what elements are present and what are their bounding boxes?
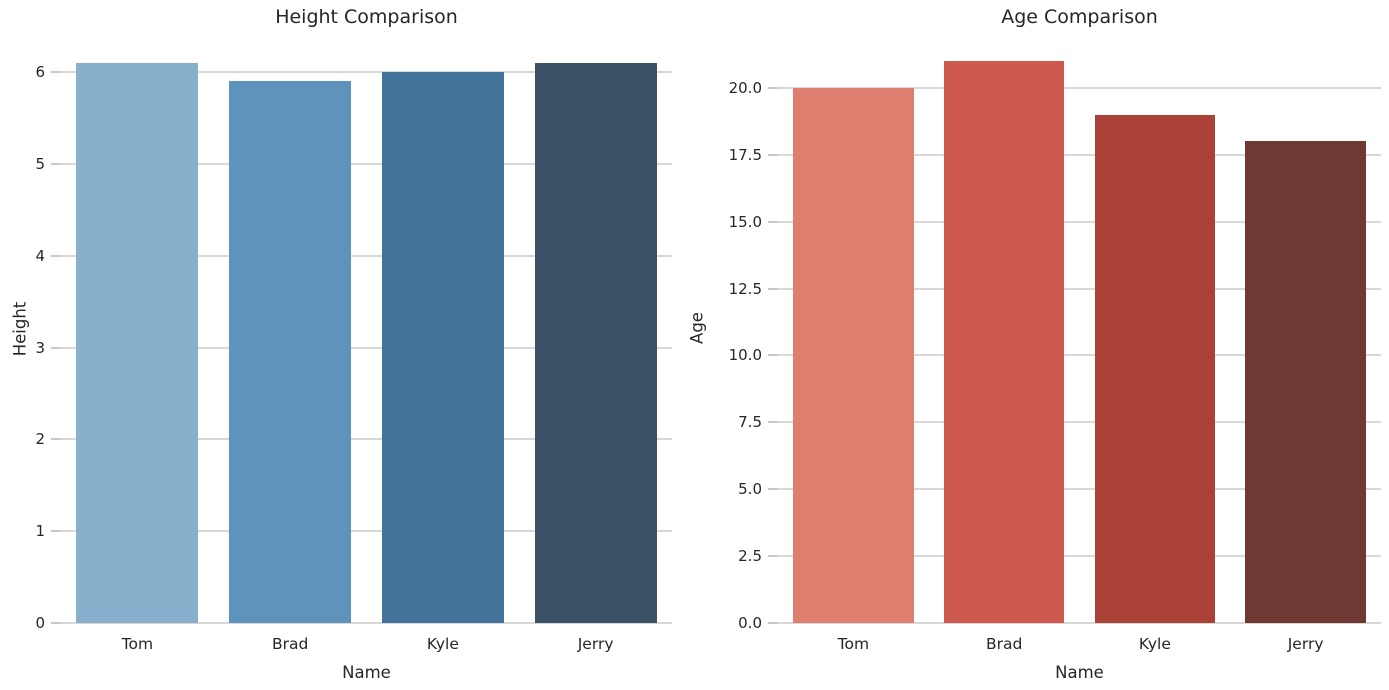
xtick-label-brad: Brad xyxy=(271,635,309,653)
bar-brad-height xyxy=(229,81,352,623)
gridline-y-12.5 xyxy=(778,287,1381,290)
ytick-label-5.0: 5.0 xyxy=(738,480,762,499)
ytick-label-1: 1 xyxy=(35,522,45,541)
ytick-label-10.0: 10.0 xyxy=(728,346,762,365)
gridline-y-5.0 xyxy=(778,488,1381,491)
ytick-mark-5.0 xyxy=(768,488,778,491)
x-axis-label: Name xyxy=(1055,663,1104,682)
bar-tom-height xyxy=(76,63,199,623)
ytick-label-0.0: 0.0 xyxy=(738,614,762,632)
ytick-label-20.0: 20.0 xyxy=(728,78,762,97)
xtick-label-kyle: Kyle xyxy=(1138,635,1171,653)
ytick-mark-0 xyxy=(51,622,61,624)
gridline-y-3 xyxy=(61,346,672,349)
ytick-mark-17.5 xyxy=(768,153,778,156)
xtick-label-tom: Tom xyxy=(837,635,870,653)
ytick-label-4: 4 xyxy=(35,246,45,265)
ytick-label-2.5: 2.5 xyxy=(738,547,762,566)
gridline-y-0.0 xyxy=(778,622,1381,624)
xtick-label-jerry: Jerry xyxy=(577,635,614,653)
ytick-mark-7.5 xyxy=(768,421,778,424)
bar-brad-age xyxy=(943,61,1065,623)
ytick-label-5: 5 xyxy=(35,154,45,173)
xtick-label-jerry: Jerry xyxy=(1287,635,1324,653)
ytick-mark-12.5 xyxy=(768,287,778,290)
ytick-mark-1 xyxy=(51,530,61,533)
chart-title: Age Comparison xyxy=(1001,6,1158,28)
ytick-label-17.5: 17.5 xyxy=(728,145,762,164)
xtick-label-tom: Tom xyxy=(121,635,154,653)
ytick-label-2: 2 xyxy=(35,430,45,449)
bar-kyle-age xyxy=(1094,114,1216,623)
xtick-label-brad: Brad xyxy=(985,635,1023,653)
ytick-mark-6 xyxy=(51,71,61,74)
bar-jerry-age xyxy=(1245,141,1366,623)
ytick-label-0: 0 xyxy=(35,614,45,632)
gridline-y-0 xyxy=(61,622,672,624)
gridline-y-15.0 xyxy=(778,220,1381,223)
ytick-label-7.5: 7.5 xyxy=(738,413,762,432)
gridline-y-4 xyxy=(61,254,672,257)
ytick-mark-2.5 xyxy=(768,555,778,558)
ytick-mark-20.0 xyxy=(768,86,778,89)
bar-tom-age xyxy=(793,87,914,623)
bar-jerry-height xyxy=(534,63,657,623)
ytick-mark-5 xyxy=(51,162,61,165)
gridline-y-2.5 xyxy=(778,555,1381,558)
gridline-y-17.5 xyxy=(778,153,1381,156)
gridline-y-10.0 xyxy=(778,354,1381,357)
ytick-label-6: 6 xyxy=(35,63,45,82)
ytick-mark-15.0 xyxy=(768,220,778,223)
y-axis-label: Age xyxy=(687,312,707,344)
xtick-label-kyle: Kyle xyxy=(426,635,459,653)
bar-kyle-height xyxy=(381,72,504,623)
gridline-y-2 xyxy=(61,438,672,441)
ytick-mark-2 xyxy=(51,438,61,441)
ytick-label-12.5: 12.5 xyxy=(728,279,762,298)
chart-title: Height Comparison xyxy=(275,6,458,28)
ytick-mark-10.0 xyxy=(768,354,778,357)
ytick-label-15.0: 15.0 xyxy=(728,212,762,231)
ytick-mark-4 xyxy=(51,254,61,257)
ytick-label-3: 3 xyxy=(35,338,45,357)
x-axis-label: Name xyxy=(342,663,391,682)
gridline-y-20.0 xyxy=(778,86,1381,89)
plot-area: 0.0 2.5 5.0 7.5 10.0 12.5 15.0 17.5 20.0 Tom Brad K… xyxy=(729,33,1381,653)
gridline-y-7.5 xyxy=(778,421,1381,424)
ytick-mark-0.0 xyxy=(768,622,778,624)
ytick-mark-3 xyxy=(51,346,61,349)
gridline-y-5 xyxy=(61,162,672,165)
gridline-y-6 xyxy=(61,71,672,74)
plot-area: 0 1 2 3 4 5 6 Tom Brad Kyle Jerry xyxy=(35,35,672,653)
gridline-y-1 xyxy=(61,530,672,533)
